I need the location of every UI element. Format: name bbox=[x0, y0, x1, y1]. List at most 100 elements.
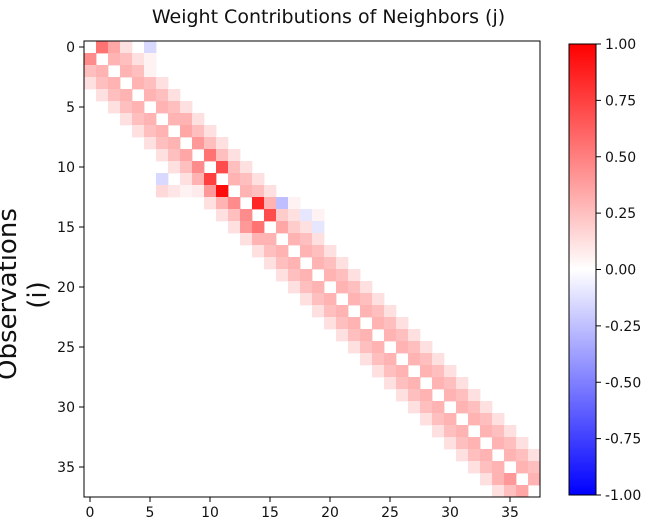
heatmap-cell bbox=[480, 425, 493, 438]
heatmap-cell bbox=[156, 101, 169, 114]
x-axis-ticks: 0 5 10 15 20 25 30 35 bbox=[86, 497, 519, 521]
heatmap-cell bbox=[228, 209, 241, 222]
heatmap-cell bbox=[408, 389, 421, 402]
heatmap-cell bbox=[408, 353, 421, 366]
heatmap-cell bbox=[360, 305, 373, 318]
heatmap-cell bbox=[492, 413, 505, 426]
heatmap-cell bbox=[348, 317, 361, 330]
heatmap-cell bbox=[312, 257, 325, 270]
heatmap-cell bbox=[168, 149, 181, 162]
heatmap-cell bbox=[96, 77, 109, 90]
heatmap-cell bbox=[180, 101, 193, 114]
heatmap-cell bbox=[468, 437, 481, 450]
heatmap-cell bbox=[480, 449, 493, 462]
heatmap-cell bbox=[156, 77, 169, 90]
heatmap-cell bbox=[360, 341, 373, 354]
heatmap-cell bbox=[240, 185, 253, 198]
heatmap-cell bbox=[288, 233, 301, 246]
heatmap-cell bbox=[108, 77, 121, 90]
heatmap-cell bbox=[504, 449, 517, 462]
colorbar-tick-label: 0.25 bbox=[605, 206, 636, 222]
heatmap-cell bbox=[120, 65, 133, 78]
heatmap-cell bbox=[528, 461, 541, 474]
heatmap-cell bbox=[108, 89, 121, 102]
heatmap-cell bbox=[444, 425, 457, 438]
heatmap-cell bbox=[156, 149, 169, 162]
colorbar-ticks: -1.00 -0.75 -0.50 -0.25 0.00 0.25 0.50 0.75 1.00 bbox=[596, 37, 641, 504]
heatmap-cell bbox=[204, 125, 217, 138]
heatmap-cell bbox=[108, 41, 121, 54]
heatmap-cell bbox=[288, 281, 301, 294]
heatmap-cell bbox=[168, 137, 181, 150]
heatmap-cell bbox=[96, 65, 109, 78]
heatmap-cells bbox=[84, 41, 541, 498]
heatmap-cell bbox=[192, 125, 205, 138]
heatmap-cell bbox=[372, 353, 385, 366]
heatmap-cell bbox=[372, 293, 385, 306]
heatmap-cell bbox=[348, 329, 361, 342]
heatmap-cell bbox=[504, 485, 517, 498]
y-tick-label: 10 bbox=[57, 160, 75, 176]
heatmap-cell bbox=[84, 65, 97, 78]
heatmap-cell bbox=[216, 149, 229, 162]
heatmap-cell bbox=[156, 185, 169, 198]
y-tick-label: 20 bbox=[57, 280, 75, 296]
heatmap-cell bbox=[384, 365, 397, 378]
x-tick-label: 5 bbox=[146, 505, 155, 521]
heatmap-cell bbox=[456, 389, 469, 402]
heatmap-cell bbox=[120, 101, 133, 114]
heatmap-cell bbox=[252, 221, 265, 234]
heatmap-frame bbox=[83, 40, 541, 498]
heatmap-cell bbox=[492, 461, 505, 474]
heatmap-cell bbox=[336, 257, 349, 270]
heatmap-cell bbox=[420, 389, 433, 402]
heatmap-cell bbox=[456, 377, 469, 390]
heatmap-cell bbox=[240, 221, 253, 234]
heatmap-cell bbox=[324, 245, 337, 258]
heatmap-cell bbox=[336, 269, 349, 282]
heatmap-cell bbox=[84, 53, 97, 66]
heatmap-cell bbox=[264, 257, 277, 270]
heatmap-cell bbox=[504, 437, 517, 450]
heatmap-cell bbox=[192, 113, 205, 126]
heatmap-cell bbox=[444, 377, 457, 390]
heatmap-cell bbox=[216, 209, 229, 222]
heatmap-cell bbox=[180, 185, 193, 198]
heatmap-cell bbox=[228, 197, 241, 210]
heatmap-cell bbox=[216, 161, 229, 174]
heatmap-cell bbox=[372, 365, 385, 378]
colorbar-tick-label: -0.25 bbox=[605, 319, 641, 335]
x-tick-label: 20 bbox=[321, 505, 339, 521]
heatmap-cell bbox=[288, 221, 301, 234]
heatmap-cell bbox=[336, 281, 349, 294]
heatmap-cell bbox=[300, 293, 313, 306]
heatmap-cell bbox=[132, 77, 145, 90]
heatmap-cell bbox=[348, 341, 361, 354]
heatmap-cell bbox=[192, 161, 205, 174]
heatmap-cell bbox=[312, 293, 325, 306]
heatmap-cell bbox=[204, 149, 217, 162]
heatmap-cell bbox=[144, 77, 157, 90]
heatmap-cell bbox=[132, 101, 145, 114]
heatmap-cell bbox=[384, 377, 397, 390]
heatmap-cell bbox=[204, 197, 217, 210]
heatmap-cell bbox=[276, 197, 289, 210]
x-tick-label: 15 bbox=[261, 505, 279, 521]
heatmap-cell bbox=[276, 221, 289, 234]
heatmap-cell bbox=[144, 65, 157, 78]
heatmap-cell bbox=[120, 89, 133, 102]
heatmap-cell bbox=[288, 269, 301, 282]
heatmap-cell bbox=[132, 113, 145, 126]
heatmap-cell bbox=[336, 329, 349, 342]
heatmap-cell bbox=[360, 353, 373, 366]
heatmap-cell bbox=[156, 137, 169, 150]
heatmap-cell bbox=[408, 329, 421, 342]
heatmap-cell bbox=[456, 437, 469, 450]
heatmap-cell bbox=[528, 449, 541, 462]
heatmap-cell bbox=[396, 329, 409, 342]
heatmap-cell bbox=[372, 341, 385, 354]
heatmap-cell bbox=[132, 65, 145, 78]
heatmap-cell bbox=[300, 233, 313, 246]
heatmap-cell bbox=[312, 305, 325, 318]
